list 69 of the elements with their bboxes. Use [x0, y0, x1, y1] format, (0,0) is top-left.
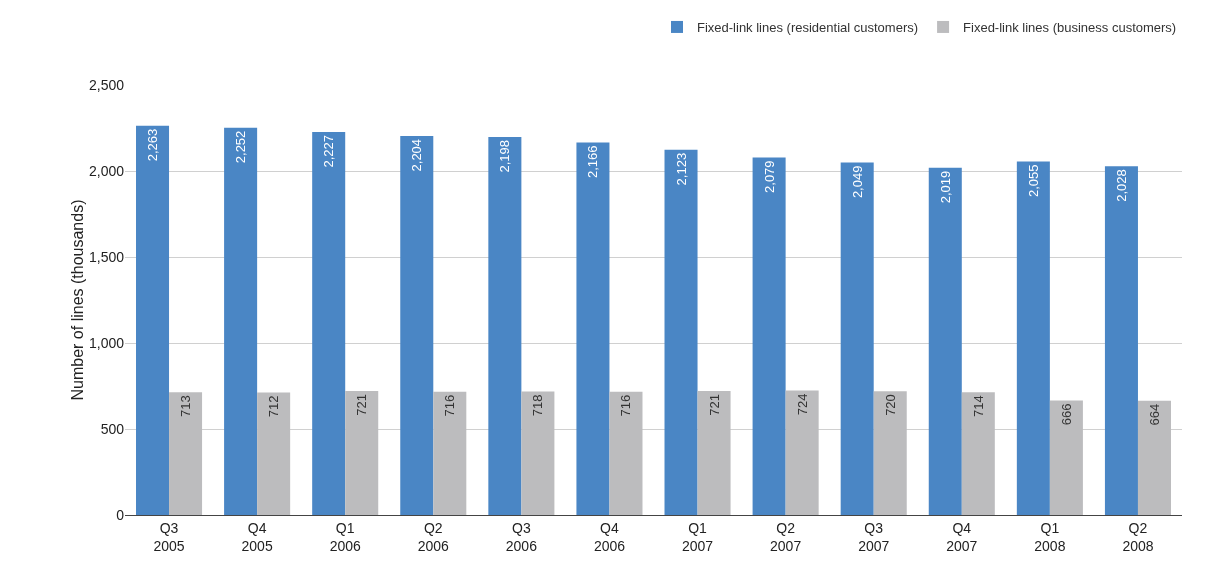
- data-label: 2,227: [321, 134, 337, 168]
- data-label: 720: [882, 394, 898, 416]
- x-tick-label: Q2 2007: [770, 519, 802, 554]
- bar: [1104, 166, 1138, 515]
- data-label: 666: [1058, 403, 1074, 426]
- bar: [609, 391, 643, 515]
- data-label: 713: [178, 395, 194, 418]
- bar: [488, 136, 522, 515]
- x-tick-label: Q1 2008: [1034, 519, 1066, 554]
- x-tick-label: Q3 2006: [505, 519, 538, 554]
- x-tick-label: Q4 2005: [241, 519, 273, 554]
- y-tick-label: 1,500: [88, 248, 125, 265]
- data-label: 716: [442, 394, 458, 417]
- bar: [224, 127, 258, 515]
- bar: [961, 392, 995, 515]
- data-label: 721: [706, 393, 722, 416]
- bar: [1137, 400, 1171, 515]
- x-tick-label: Q2 2006: [417, 519, 450, 554]
- y-tick-label: 2,500: [88, 76, 125, 93]
- data-label: 2,252: [233, 130, 249, 164]
- legend-label: Fixed-link lines (residential customers): [697, 20, 919, 36]
- bar: [433, 391, 467, 515]
- data-label: 714: [970, 395, 986, 417]
- data-label: 716: [618, 394, 634, 417]
- bar: [400, 135, 434, 515]
- data-label: 712: [266, 395, 282, 418]
- x-tick-label: Q1 2006: [329, 519, 361, 554]
- data-label: 2,049: [849, 165, 865, 199]
- data-label: 2,079: [761, 160, 777, 193]
- bar: [840, 162, 874, 515]
- y-tick-label: 2,000: [88, 162, 125, 179]
- data-label: 724: [794, 393, 810, 416]
- x-tick-label: Q1 2007: [681, 519, 714, 554]
- bar: [136, 125, 170, 515]
- x-tick-label: Q4 2007: [946, 519, 978, 554]
- bar: [312, 131, 346, 515]
- bar: [257, 392, 291, 515]
- bar: [521, 391, 555, 515]
- legend-label: Fixed-link lines (business customers): [963, 20, 1177, 36]
- bar: [928, 167, 962, 515]
- data-label: 2,198: [497, 139, 513, 173]
- bar: [664, 149, 698, 515]
- bar: [785, 390, 819, 515]
- y-tick-label: 0: [116, 506, 125, 523]
- data-label: 2,055: [1025, 164, 1041, 198]
- data-label: 718: [530, 394, 546, 417]
- bar: [169, 392, 203, 515]
- bar: [1049, 400, 1083, 515]
- bar: [873, 391, 907, 515]
- data-label: 2,123: [673, 152, 689, 186]
- data-label: 2,166: [585, 145, 601, 178]
- data-label: 2,028: [1113, 169, 1129, 202]
- data-label: 2,019: [937, 170, 953, 204]
- y-tick-label: 1,000: [88, 334, 125, 351]
- data-label: 664: [1146, 403, 1162, 426]
- x-tick-label: Q3 2007: [858, 519, 890, 554]
- bar: [752, 157, 786, 515]
- bar: [1016, 161, 1050, 515]
- data-label: 2,263: [145, 128, 161, 162]
- y-axis-title: Number of lines (thousands): [69, 199, 86, 401]
- y-tick-label: 500: [100, 420, 125, 437]
- data-label: 2,204: [409, 138, 425, 172]
- x-tick-label: Q2 2008: [1122, 519, 1154, 554]
- x-tick-label: Q3 2005: [153, 519, 185, 554]
- bar: [576, 142, 610, 515]
- bar: [697, 390, 731, 515]
- data-label: 721: [354, 393, 370, 416]
- bar: [345, 390, 379, 515]
- x-tick-label: Q4 2006: [593, 519, 626, 554]
